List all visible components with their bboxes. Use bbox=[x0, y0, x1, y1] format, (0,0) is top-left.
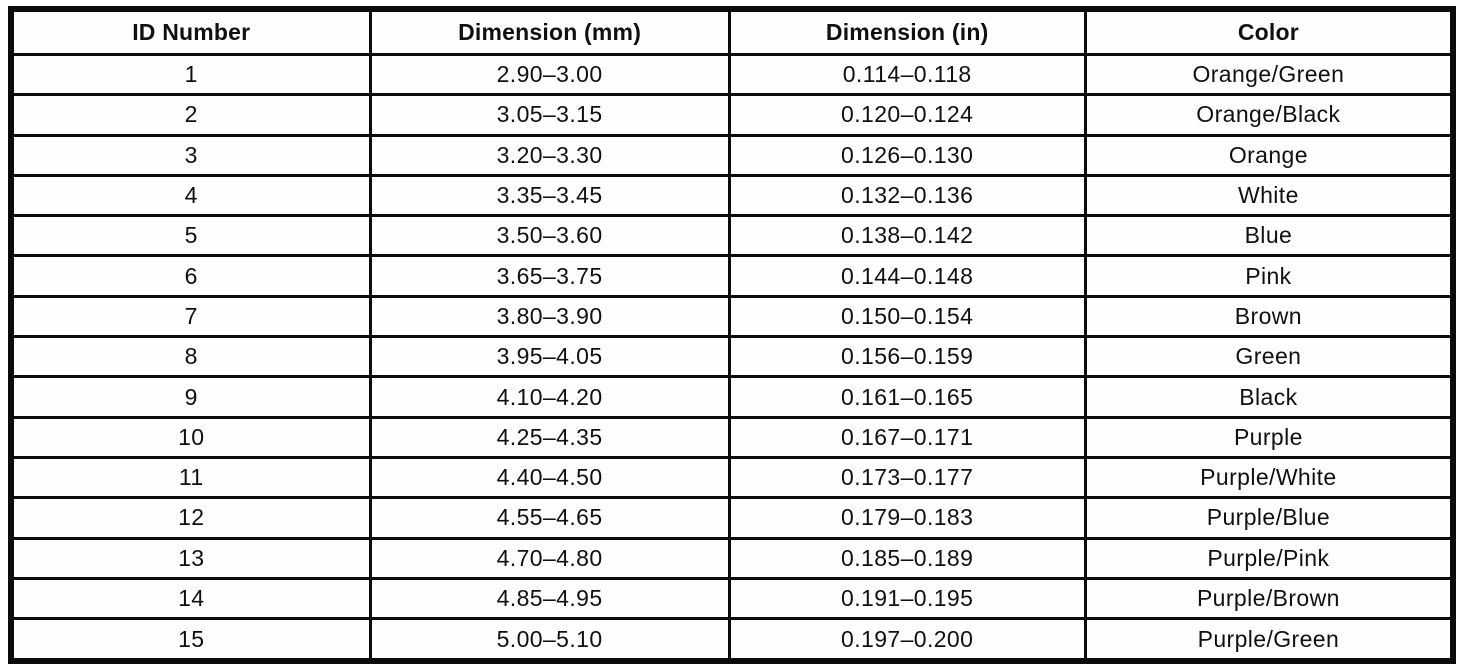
table-row: 3 3.20–3.30 0.126–0.130 Orange bbox=[9, 133, 1455, 177]
table-row: 10 4.25–4.35 0.167–0.171 Purple bbox=[9, 415, 1455, 459]
cell-id-number: 9 bbox=[9, 375, 372, 419]
cell-dimension-in: 0.179–0.183 bbox=[727, 496, 1087, 540]
cell-color: Orange/Green bbox=[1083, 52, 1455, 97]
cell-dimension-mm: 4.85–4.95 bbox=[368, 576, 731, 621]
table-row: 7 3.80–3.90 0.150–0.154 Brown bbox=[9, 294, 1455, 339]
cell-id-number: 13 bbox=[9, 536, 372, 580]
cell-id-number: 11 bbox=[9, 455, 372, 500]
header-row: ID Number Dimension (mm) Dimension (in) … bbox=[9, 7, 1455, 56]
cell-id-number: 7 bbox=[9, 294, 372, 339]
cell-dimension-mm: 3.65–3.75 bbox=[368, 254, 731, 298]
cell-dimension-mm: 4.25–4.35 bbox=[368, 415, 731, 459]
cell-dimension-in: 0.138–0.142 bbox=[727, 214, 1087, 258]
column-header-dimension-in: Dimension (in) bbox=[727, 7, 1087, 56]
table-row: 12 4.55–4.65 0.179–0.183 Purple/Blue bbox=[9, 496, 1455, 540]
cell-dimension-mm: 3.20–3.30 bbox=[368, 133, 731, 177]
table-row: 4 3.35–3.45 0.132–0.136 White bbox=[9, 173, 1455, 218]
table-row: 15 5.00–5.10 0.197–0.200 Purple/Green bbox=[9, 617, 1455, 663]
cell-color: Pink bbox=[1083, 254, 1455, 298]
cell-dimension-in: 0.114–0.118 bbox=[727, 52, 1087, 97]
column-header-color: Color bbox=[1083, 7, 1455, 56]
cell-dimension-in: 0.144–0.148 bbox=[727, 254, 1087, 298]
cell-color: Purple/Brown bbox=[1083, 576, 1455, 621]
cell-dimension-in: 0.150–0.154 bbox=[727, 294, 1087, 339]
cell-id-number: 15 bbox=[9, 617, 372, 663]
column-header-dimension-mm: Dimension (mm) bbox=[368, 7, 731, 56]
table-row: 11 4.40–4.50 0.173–0.177 Purple/White bbox=[9, 455, 1455, 500]
table-body: 1 2.90–3.00 0.114–0.118 Orange/Green 2 3.05–3… bbox=[9, 52, 1455, 663]
cell-dimension-in: 0.185–0.189 bbox=[727, 536, 1087, 580]
cell-dimension-in: 0.161–0.165 bbox=[727, 375, 1087, 419]
cell-color: Green bbox=[1083, 335, 1455, 379]
cell-dimension-mm: 4.10–4.20 bbox=[368, 375, 731, 419]
cell-dimension-mm: 3.80–3.90 bbox=[368, 294, 731, 339]
cell-color: Purple/Pink bbox=[1083, 536, 1455, 580]
table-row: 2 3.05–3.15 0.120–0.124 Orange/Black bbox=[9, 93, 1455, 137]
cell-id-number: 2 bbox=[9, 93, 372, 137]
cell-dimension-mm: 4.40–4.50 bbox=[368, 455, 731, 500]
cell-dimension-mm: 3.35–3.45 bbox=[368, 173, 731, 218]
cell-color: Orange bbox=[1083, 133, 1455, 177]
table-row: 5 3.50–3.60 0.138–0.142 Blue bbox=[9, 214, 1455, 258]
cell-color: Purple/Green bbox=[1083, 617, 1455, 663]
table-row: 13 4.70–4.80 0.185–0.189 Purple/Pink bbox=[9, 536, 1455, 580]
cell-dimension-mm: 4.55–4.65 bbox=[368, 496, 731, 540]
cell-id-number: 14 bbox=[9, 576, 372, 621]
table-row: 14 4.85–4.95 0.191–0.195 Purple/Brown bbox=[9, 576, 1455, 621]
cell-color: White bbox=[1083, 173, 1455, 218]
cell-color: Purple/White bbox=[1083, 455, 1455, 500]
cell-color: Purple bbox=[1083, 415, 1455, 459]
table-row: 6 3.65–3.75 0.144–0.148 Pink bbox=[9, 254, 1455, 298]
table-row: 8 3.95–4.05 0.156–0.159 Green bbox=[9, 335, 1455, 379]
cell-dimension-mm: 3.05–3.15 bbox=[368, 93, 731, 137]
cell-color: Purple/Blue bbox=[1083, 496, 1455, 540]
cell-id-number: 8 bbox=[9, 335, 372, 379]
cell-dimension-in: 0.126–0.130 bbox=[727, 133, 1087, 177]
cell-dimension-in: 0.120–0.124 bbox=[727, 93, 1087, 137]
cell-id-number: 12 bbox=[9, 496, 372, 540]
cell-color: Black bbox=[1083, 375, 1455, 419]
id-dimension-color-table: ID Number Dimension (mm) Dimension (in) … bbox=[8, 6, 1456, 664]
cell-id-number: 10 bbox=[9, 415, 372, 459]
cell-dimension-mm: 5.00–5.10 bbox=[368, 617, 731, 663]
column-header-id-number: ID Number bbox=[9, 7, 372, 56]
cell-color: Blue bbox=[1083, 214, 1455, 258]
cell-id-number: 5 bbox=[9, 214, 372, 258]
table-row: 1 2.90–3.00 0.114–0.118 Orange/Green bbox=[9, 52, 1455, 97]
cell-dimension-mm: 3.95–4.05 bbox=[368, 335, 731, 379]
cell-dimension-mm: 2.90–3.00 bbox=[368, 52, 731, 97]
cell-color: Brown bbox=[1083, 294, 1455, 339]
cell-dimension-in: 0.132–0.136 bbox=[727, 173, 1087, 218]
cell-dimension-in: 0.191–0.195 bbox=[727, 576, 1087, 621]
cell-id-number: 4 bbox=[9, 173, 372, 218]
cell-dimension-in: 0.197–0.200 bbox=[727, 617, 1087, 663]
cell-color: Orange/Black bbox=[1083, 93, 1455, 137]
cell-id-number: 6 bbox=[9, 254, 372, 298]
cell-id-number: 1 bbox=[9, 52, 372, 97]
table-row: 9 4.10–4.20 0.161–0.165 Black bbox=[9, 375, 1455, 419]
cell-dimension-in: 0.167–0.171 bbox=[727, 415, 1087, 459]
cell-dimension-mm: 4.70–4.80 bbox=[368, 536, 731, 580]
cell-dimension-mm: 3.50–3.60 bbox=[368, 214, 731, 258]
cell-dimension-in: 0.156–0.159 bbox=[727, 335, 1087, 379]
cell-id-number: 3 bbox=[9, 133, 372, 177]
cell-dimension-in: 0.173–0.177 bbox=[727, 455, 1087, 500]
